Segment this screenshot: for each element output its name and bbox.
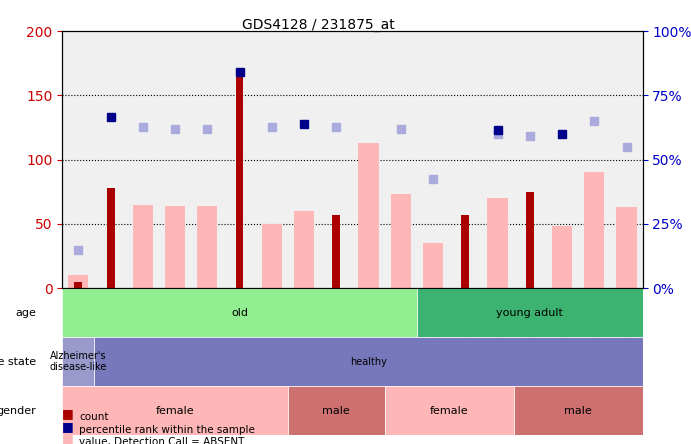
- Bar: [332, 215, 340, 288]
- Bar: [133, 205, 153, 288]
- FancyBboxPatch shape: [288, 386, 385, 435]
- FancyBboxPatch shape: [62, 386, 288, 435]
- Text: disease state: disease state: [0, 357, 37, 367]
- Text: male: male: [565, 406, 592, 416]
- Bar: [616, 207, 636, 288]
- FancyBboxPatch shape: [95, 337, 643, 386]
- Bar: [359, 143, 379, 288]
- FancyBboxPatch shape: [385, 386, 513, 435]
- Bar: [75, 282, 82, 288]
- Text: count: count: [79, 412, 109, 422]
- FancyBboxPatch shape: [62, 288, 417, 337]
- Bar: [487, 198, 508, 288]
- Bar: [552, 226, 572, 288]
- Text: value, Detection Call = ABSENT: value, Detection Call = ABSENT: [79, 437, 245, 444]
- Text: healthy: healthy: [350, 357, 387, 367]
- Text: male: male: [323, 406, 350, 416]
- Text: ■: ■: [62, 420, 74, 433]
- Bar: [423, 243, 443, 288]
- Text: young adult: young adult: [496, 308, 563, 318]
- Text: ■: ■: [62, 432, 74, 444]
- FancyBboxPatch shape: [513, 386, 643, 435]
- Text: Alzheimer's
disease-like: Alzheimer's disease-like: [50, 351, 107, 373]
- FancyBboxPatch shape: [62, 337, 95, 386]
- FancyBboxPatch shape: [417, 288, 643, 337]
- Text: percentile rank within the sample: percentile rank within the sample: [79, 425, 256, 435]
- Bar: [294, 211, 314, 288]
- Text: old: old: [231, 308, 248, 318]
- Text: female: female: [155, 406, 194, 416]
- Text: female: female: [430, 406, 468, 416]
- Text: ■: ■: [62, 407, 74, 420]
- Bar: [197, 206, 218, 288]
- Bar: [262, 224, 282, 288]
- Bar: [390, 194, 411, 288]
- Text: GDS4128 / 231875_at: GDS4128 / 231875_at: [242, 18, 395, 32]
- Text: gender: gender: [0, 406, 37, 416]
- Text: age: age: [15, 308, 37, 318]
- Bar: [68, 275, 88, 288]
- Bar: [584, 173, 605, 288]
- Bar: [462, 215, 469, 288]
- Bar: [165, 206, 185, 288]
- Bar: [106, 188, 115, 288]
- Bar: [526, 192, 533, 288]
- Bar: [236, 76, 243, 288]
